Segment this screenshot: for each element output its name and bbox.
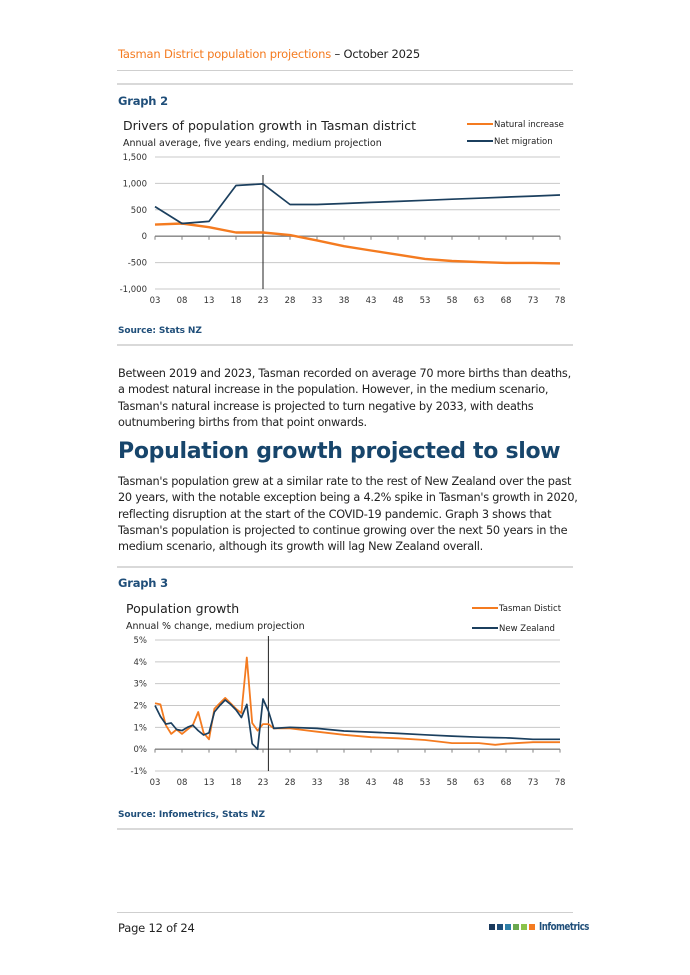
x-tick-label: 73 (528, 296, 539, 306)
x-tick-label: 78 (555, 296, 566, 306)
x-tick-label: 48 (393, 296, 404, 306)
x-tick-label: 23 (258, 296, 269, 306)
chart-subtitle: Annual average, five years ending, mediu… (123, 138, 382, 149)
x-tick-label: 08 (177, 778, 188, 788)
infometrics-logo: Infometrics (489, 921, 600, 933)
footer-divider (117, 912, 573, 913)
x-tick-label: 28 (285, 296, 296, 306)
series-line-new-zealand (154, 698, 560, 751)
y-tick-label: 0 (142, 232, 147, 242)
header-title: Tasman District population projections (118, 47, 331, 61)
y-tick-label: -1,000 (120, 285, 147, 295)
graph3-chart: Population growth Annual % change, medium… (126, 601, 566, 788)
x-tick-label: 43 (366, 778, 377, 788)
y-tick-label: 1% (134, 723, 148, 733)
x-tick-label: 38 (339, 778, 350, 788)
y-tick-label: 5% (134, 636, 148, 646)
graph2-top-divider (117, 83, 573, 85)
x-tick-label: 73 (528, 778, 539, 788)
logo-text: Infometrics (539, 921, 589, 933)
graph2-chart: Drivers of population growth in Tasman d… (120, 118, 566, 306)
x-tick-label: 23 (258, 778, 269, 788)
logo-square-6 (529, 924, 535, 930)
y-tick-label: 0% (134, 745, 148, 755)
running-header: Tasman District population projections –… (118, 47, 420, 61)
graph3-label: Graph 3 (118, 576, 168, 590)
legend-label-0: Tasman Distict (498, 604, 562, 614)
x-tick-label: 18 (231, 296, 242, 306)
x-tick-label: 18 (231, 778, 242, 788)
x-tick-label: 63 (474, 778, 485, 788)
series-line-tasman-distict (154, 656, 560, 746)
x-tick-label: 38 (339, 296, 350, 306)
y-tick-label: 3% (134, 680, 148, 690)
legend-label-1: Net migration (494, 137, 553, 147)
x-tick-label: 33 (312, 778, 323, 788)
logo-square-5 (521, 924, 527, 930)
graph2-bottom-divider (117, 344, 573, 346)
page-number: Page 12 of 24 (118, 921, 195, 935)
x-tick-label: 43 (366, 296, 377, 306)
graph3-source: Source: Infometrics, Stats NZ (118, 810, 265, 820)
y-tick-label: 500 (131, 206, 147, 216)
logo-square-2 (497, 924, 503, 930)
x-tick-label: 33 (312, 296, 323, 306)
x-tick-label: 08 (177, 296, 188, 306)
x-tick-label: 03 (150, 296, 161, 306)
x-tick-label: 63 (474, 296, 485, 306)
logo-square-4 (513, 924, 519, 930)
series-line-net-migration (154, 183, 561, 225)
x-tick-label: 48 (393, 778, 404, 788)
y-tick-label: 4% (134, 658, 148, 668)
logo-square-3 (505, 924, 511, 930)
x-tick-label: 03 (150, 778, 161, 788)
paragraph-2-text: Tasman's population grew at a similar ra… (118, 475, 578, 554)
legend-label-1: New Zealand (499, 624, 555, 634)
x-tick-label: 53 (420, 296, 431, 306)
y-tick-label: 1,000 (123, 179, 147, 189)
x-tick-label: 58 (447, 296, 458, 306)
paragraph-1-text: Between 2019 and 2023, Tasman recorded o… (118, 367, 571, 429)
chart-title: Population growth (126, 601, 239, 616)
header-date: – October 2025 (331, 47, 421, 61)
graph2-source: Source: Stats NZ (118, 326, 202, 336)
x-tick-label: 68 (501, 778, 512, 788)
x-tick-label: 13 (204, 778, 215, 788)
x-tick-label: 13 (204, 296, 215, 306)
graph3-top-divider (117, 566, 573, 568)
y-tick-label: 1,500 (123, 153, 147, 163)
y-tick-label: -1% (130, 767, 147, 777)
body-paragraph-1: Between 2019 and 2023, Tasman recorded o… (118, 366, 578, 431)
chart-title: Drivers of population growth in Tasman d… (123, 118, 416, 133)
chart-subtitle: Annual % change, medium projection (126, 621, 305, 632)
x-tick-label: 68 (501, 296, 512, 306)
graph2-label: Graph 2 (118, 94, 168, 108)
x-tick-label: 78 (555, 778, 566, 788)
x-tick-label: 28 (285, 778, 296, 788)
y-tick-label: 2% (134, 702, 148, 712)
legend-label-0: Natural increase (494, 120, 564, 130)
logo-square-1 (489, 924, 495, 930)
series-line-natural-increase (154, 222, 561, 265)
x-tick-label: 58 (447, 778, 458, 788)
header-divider (117, 70, 573, 71)
graph3-bottom-divider (117, 828, 573, 830)
body-paragraph-2: Tasman's population grew at a similar ra… (118, 474, 578, 555)
section-heading: Population growth projected to slow (118, 439, 561, 464)
y-tick-label: -500 (128, 259, 147, 269)
x-tick-label: 53 (420, 778, 431, 788)
